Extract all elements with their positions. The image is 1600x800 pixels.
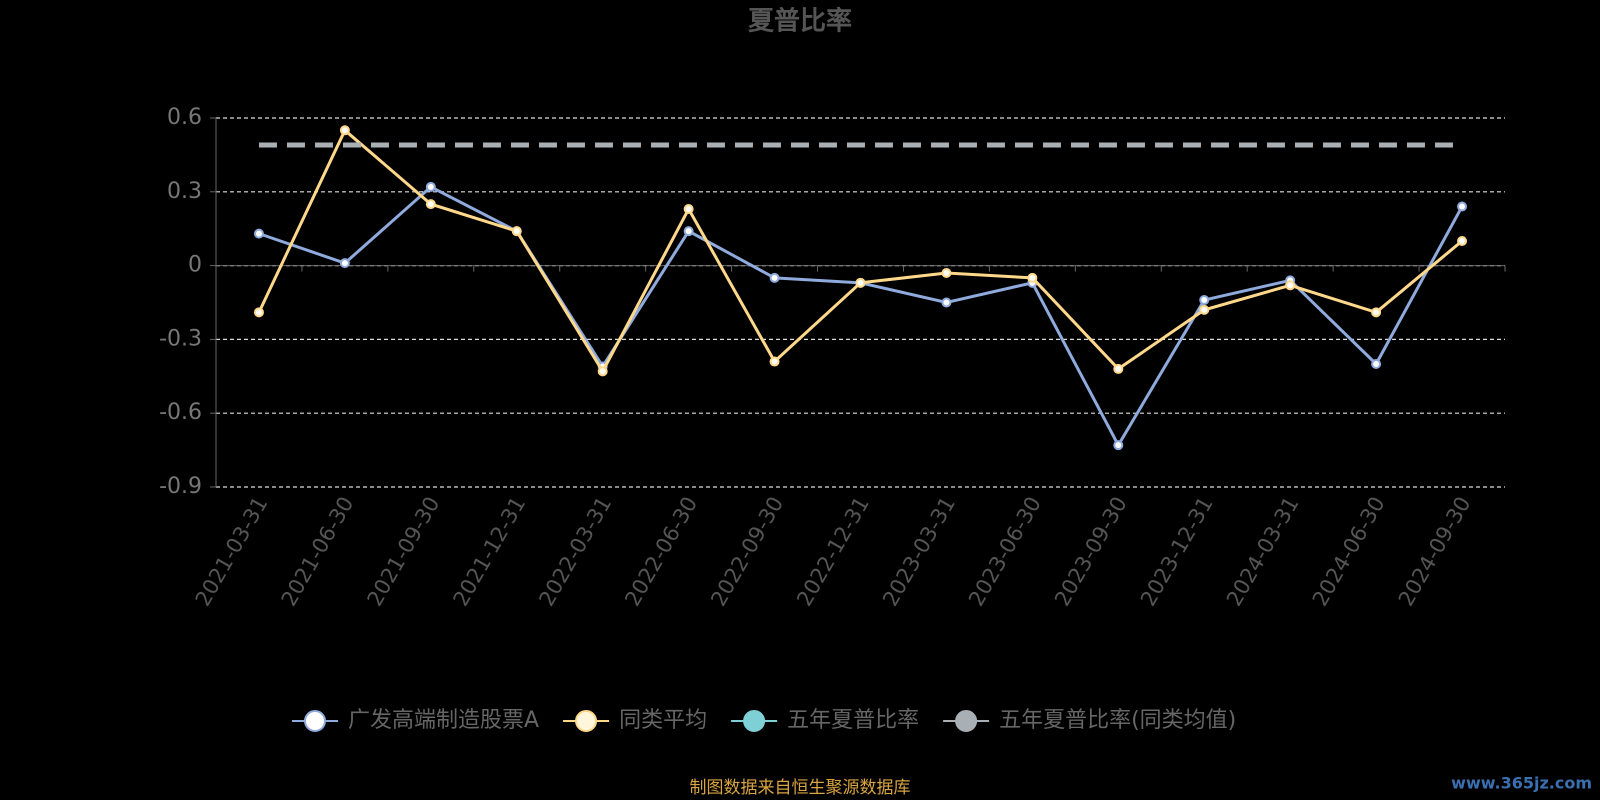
legend-item: 五年夏普比率 bbox=[731, 708, 919, 733]
data-point bbox=[1113, 440, 1124, 451]
legend-label: 同类平均 bbox=[619, 708, 707, 733]
x-tick-label: 2023-09-30 bbox=[1050, 493, 1132, 611]
data-point bbox=[597, 366, 608, 377]
y-tick-label: 0.6 bbox=[167, 105, 202, 130]
data-point bbox=[339, 125, 350, 136]
data-point bbox=[1371, 359, 1382, 369]
legend-marker bbox=[743, 710, 766, 732]
legend-marker bbox=[304, 710, 326, 732]
x-tick-label: 2021-12-31 bbox=[448, 493, 530, 611]
x-tick-label: 2021-03-31 bbox=[191, 493, 273, 611]
x-tick-label: 2021-06-30 bbox=[277, 493, 359, 611]
data-point bbox=[1457, 236, 1468, 246]
y-tick-label: 0.3 bbox=[167, 179, 202, 204]
x-tick-label: 2024-03-31 bbox=[1222, 493, 1304, 611]
x-tick-label: 2023-12-31 bbox=[1136, 493, 1218, 611]
data-point bbox=[339, 258, 350, 269]
data-point bbox=[511, 226, 522, 237]
y-tick-label: -0.9 bbox=[159, 474, 202, 499]
data-point bbox=[1199, 304, 1210, 315]
data-point bbox=[855, 277, 866, 288]
legend-marker bbox=[955, 710, 978, 732]
data-point bbox=[1199, 295, 1210, 306]
data-point bbox=[769, 272, 780, 283]
data-point bbox=[1113, 363, 1124, 374]
series-line bbox=[258, 185, 1464, 449]
x-tick-label: 2022-06-30 bbox=[620, 493, 702, 611]
x-tick-label: 2023-06-30 bbox=[964, 493, 1046, 611]
series-line bbox=[257, 127, 1463, 375]
legend-item: 广发高端制造股票A bbox=[292, 708, 539, 733]
data-point bbox=[1371, 307, 1382, 318]
data-point bbox=[1285, 280, 1296, 291]
data-point bbox=[425, 181, 436, 192]
legend-label: 五年夏普比率 bbox=[787, 708, 919, 733]
data-point bbox=[769, 356, 780, 367]
legend-item: 五年夏普比率(同类均值) bbox=[943, 708, 1236, 733]
x-tick-label: 2022-03-31 bbox=[534, 493, 616, 611]
x-tick-label: 2023-03-31 bbox=[878, 493, 960, 611]
x-tick-label: 2022-09-30 bbox=[706, 493, 788, 611]
y-tick-label: 0 bbox=[188, 253, 202, 278]
data-point bbox=[253, 228, 264, 239]
legend-item: 同类平均 bbox=[563, 708, 707, 733]
source-note: 制图数据来自恒生聚源数据库 bbox=[690, 778, 911, 798]
data-point bbox=[941, 267, 952, 278]
chart-title: 夏普比率 bbox=[748, 6, 852, 37]
data-point bbox=[683, 204, 694, 215]
data-point bbox=[1457, 201, 1468, 212]
data-point bbox=[941, 297, 952, 308]
x-tick-label: 2024-06-30 bbox=[1308, 493, 1390, 611]
y-tick-label: -0.3 bbox=[159, 326, 202, 351]
data-point bbox=[425, 199, 436, 210]
watermark: www.365jz.com bbox=[1451, 774, 1592, 793]
legend-label: 广发高端制造股票A bbox=[348, 708, 539, 733]
x-tick-label: 2022-12-31 bbox=[792, 493, 874, 611]
y-tick-label: -0.6 bbox=[159, 400, 202, 425]
x-tick-label: 2021-09-30 bbox=[363, 493, 445, 611]
data-point bbox=[1027, 272, 1038, 283]
legend-label: 五年夏普比率(同类均值) bbox=[999, 708, 1236, 733]
x-tick-label: 2024-09-30 bbox=[1394, 493, 1476, 611]
data-point bbox=[253, 307, 264, 318]
legend-marker bbox=[575, 710, 598, 732]
data-point bbox=[683, 226, 694, 237]
